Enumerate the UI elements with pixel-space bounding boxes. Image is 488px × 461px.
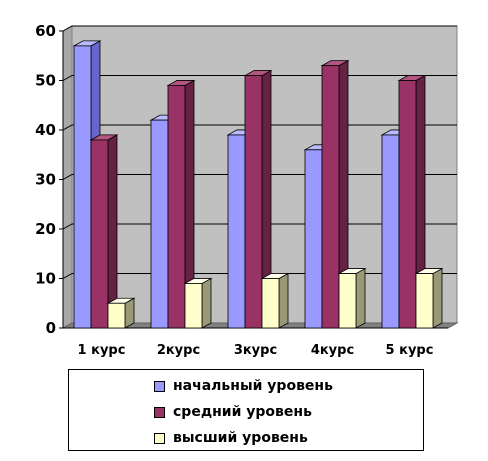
bar-3-series-3-side: [278, 272, 289, 329]
bar-1-series-2: [90, 139, 109, 329]
bar-5-series-3: [415, 273, 434, 329]
bar-4-series-2: [321, 65, 340, 329]
bar-3-series-2: [244, 75, 263, 329]
y-tick-label-0: 0: [46, 319, 56, 337]
legend-label-series-2: средний уровень: [173, 404, 312, 420]
gridline-6: [62, 25, 457, 32]
bar-5-series-1: [381, 134, 400, 329]
bar-2-series-3-side: [201, 277, 212, 329]
y-tick-label-5: 50: [35, 72, 56, 90]
y-tick-label-1: 10: [35, 270, 56, 288]
bar-5-series-2: [398, 80, 417, 329]
legend-item-series-2: средний уровень: [154, 402, 312, 422]
x-category-label-4: 4курс: [311, 343, 354, 358]
chart-legend: начальный уровень средний уровень высший…: [68, 369, 424, 451]
y-tick-label-4: 40: [35, 121, 56, 139]
y-tick-label-2: 20: [35, 220, 56, 238]
bar-2-series-3: [184, 283, 203, 329]
bar-5-series-3-side: [432, 267, 443, 329]
bar-1-series-1: [73, 45, 92, 329]
bar-2-series-2: [167, 85, 186, 329]
bar-2-series-1: [150, 119, 169, 329]
legend-label-series-1: начальный уровень: [173, 378, 333, 394]
legend-item-series-1: начальный уровень: [154, 376, 333, 396]
x-category-label-1: 1 курс: [78, 343, 126, 358]
bar-3-series-1: [227, 134, 246, 329]
legend-swatch-series-1: [154, 380, 165, 392]
y-tick-label-6: 60: [35, 22, 56, 40]
legend-label-series-3: высший уровень: [173, 430, 308, 446]
bar-4-series-1: [304, 149, 323, 329]
x-category-label-2: 2курс: [157, 343, 200, 358]
legend-item-series-3: высший уровень: [154, 428, 308, 448]
bar-4-series-3-side: [355, 267, 366, 329]
bar-3-series-3: [261, 278, 280, 329]
x-category-label-5: 5 курс: [386, 343, 434, 358]
legend-swatch-series-3: [154, 432, 165, 444]
y-tick-label-3: 30: [35, 171, 56, 189]
bar-4-series-3: [338, 273, 357, 329]
bar-1-series-3: [107, 302, 126, 329]
x-category-label-3: 3курс: [234, 343, 277, 358]
legend-swatch-series-2: [154, 406, 165, 418]
